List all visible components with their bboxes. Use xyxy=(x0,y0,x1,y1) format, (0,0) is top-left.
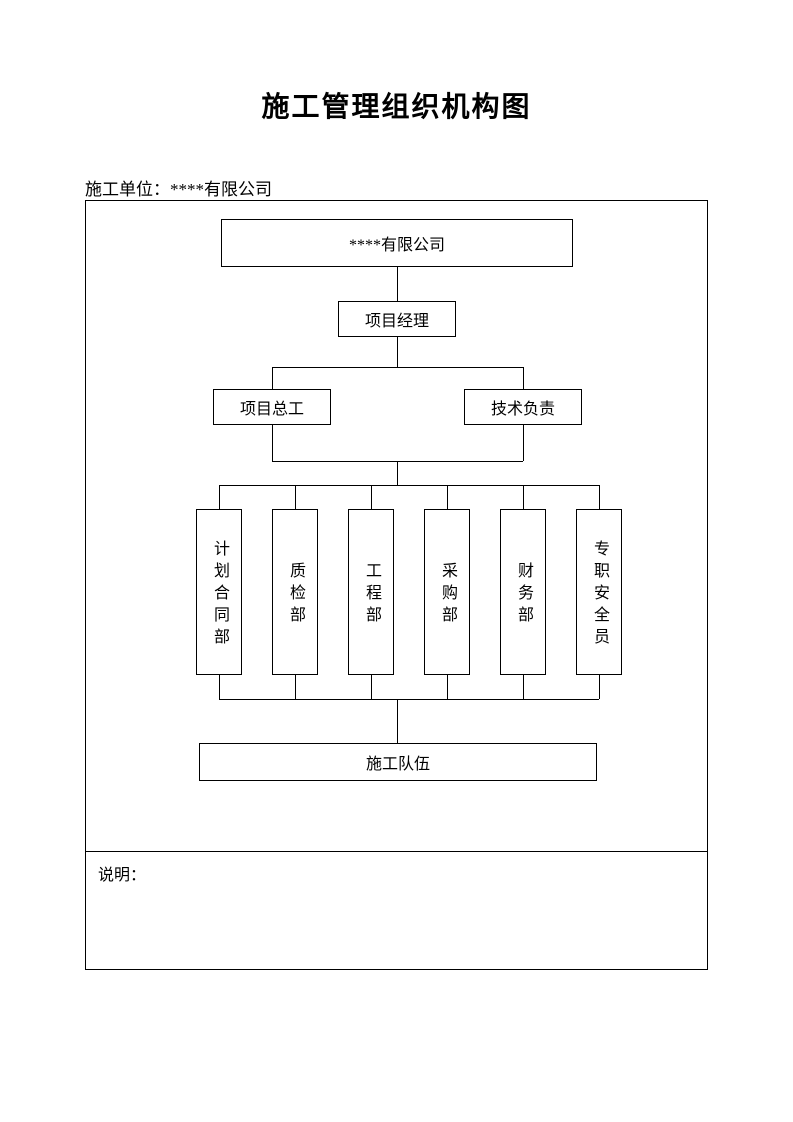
node-dept-engineering: 工程部 xyxy=(348,509,394,675)
connector-line xyxy=(219,699,599,700)
notes-divider xyxy=(86,851,707,852)
node-chief-engineer: 项目总工 xyxy=(213,389,331,425)
node-company: ****有限公司 xyxy=(221,219,573,267)
connector-line xyxy=(599,675,600,699)
node-dept-plan-contract: 计划合同部 xyxy=(196,509,242,675)
connector-line xyxy=(272,425,273,461)
connector-line xyxy=(523,485,524,509)
connector-line xyxy=(447,485,448,509)
subtitle: 施工单位：****有限公司 xyxy=(85,175,272,200)
node-construction-team: 施工队伍 xyxy=(199,743,597,781)
node-dept-quality: 质检部 xyxy=(272,509,318,675)
connector-line xyxy=(219,675,220,699)
connector-line xyxy=(295,485,296,509)
connector-line xyxy=(272,367,273,389)
connector-line xyxy=(447,675,448,699)
node-tech-lead: 技术负责 xyxy=(464,389,582,425)
connector-line xyxy=(523,425,524,461)
connector-line xyxy=(397,337,398,367)
connector-line xyxy=(371,485,372,509)
page-title: 施工管理组织机构图 xyxy=(0,0,793,125)
connector-line xyxy=(397,461,398,485)
connector-line xyxy=(397,267,398,301)
connector-line xyxy=(272,367,523,368)
diagram-container: ****有限公司 项目经理 项目总工 技术负责 计划合同部 质检部 工程部 采购… xyxy=(85,200,708,970)
node-dept-procurement: 采购部 xyxy=(424,509,470,675)
connector-line xyxy=(371,675,372,699)
notes-label: 说明： xyxy=(98,861,146,885)
connector-line xyxy=(523,675,524,699)
connector-line xyxy=(523,367,524,389)
connector-line xyxy=(295,675,296,699)
subtitle-label: 施工单位： xyxy=(85,180,170,199)
node-dept-safety: 专职安全员 xyxy=(576,509,622,675)
connector-line xyxy=(219,485,220,509)
connector-line xyxy=(599,485,600,509)
connector-line xyxy=(219,485,599,486)
node-project-manager: 项目经理 xyxy=(338,301,456,337)
connector-line xyxy=(397,699,398,743)
node-dept-finance: 财务部 xyxy=(500,509,546,675)
subtitle-value: ****有限公司 xyxy=(170,180,272,199)
